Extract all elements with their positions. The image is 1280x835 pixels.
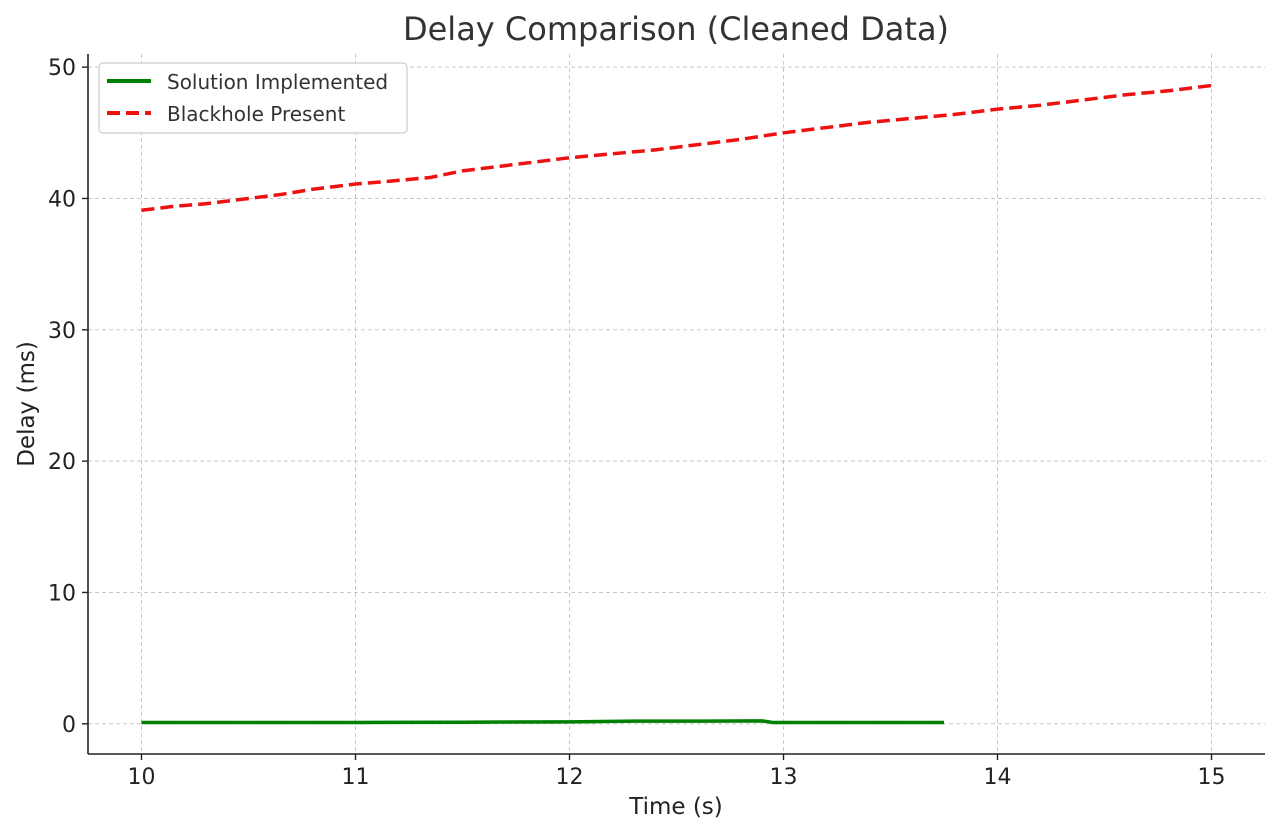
legend-label-solution: Solution Implemented [167, 70, 388, 94]
y-tick-label: 20 [48, 450, 76, 475]
x-tick-label: 15 [1198, 765, 1226, 790]
ticks-layer: 10 11 12 13 14 15 0 10 20 30 40 50 [48, 56, 1226, 790]
x-axis-label: Time (s) [628, 794, 723, 820]
y-tick-label: 10 [48, 581, 76, 606]
x-tick-label: 13 [770, 765, 798, 790]
y-tick-label: 50 [48, 56, 76, 81]
y-tick-label: 30 [48, 319, 76, 344]
legend-box [98, 62, 408, 134]
x-tick-label: 14 [984, 765, 1012, 790]
series-line-solution [141, 719, 944, 725]
y-tick-label: 40 [48, 187, 76, 212]
chart-title: Delay Comparison (Cleaned Data) [403, 10, 949, 48]
x-tick-label: 10 [128, 765, 156, 790]
x-tick-label: 11 [342, 765, 370, 790]
axes-layer [87, 54, 1265, 755]
series-line-blackhole [141, 83, 1212, 213]
legend: Solution Implemented Blackhole Present [98, 62, 408, 134]
y-axis-label: Delay (ms) [14, 341, 40, 467]
legend-label-blackhole: Blackhole Present [167, 102, 345, 126]
x-tick-label: 12 [556, 765, 584, 790]
grid-layer [88, 54, 1265, 754]
y-tick-label: 0 [62, 713, 76, 738]
series-layer [141, 83, 1212, 725]
